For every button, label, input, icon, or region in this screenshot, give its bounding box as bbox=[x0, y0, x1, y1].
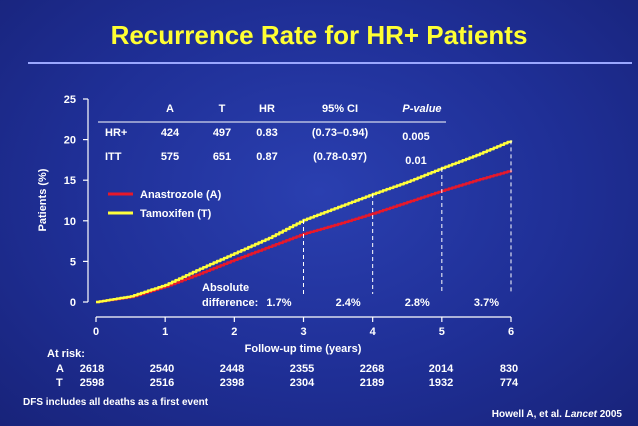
table-cell-ci: (0.78-0.97) bbox=[313, 151, 367, 163]
x-tick-label: 0 bbox=[93, 326, 99, 338]
y-tick-label: 25 bbox=[64, 94, 76, 106]
table-header: P-value bbox=[402, 103, 441, 115]
absolute-difference-label-line2: difference: bbox=[202, 297, 258, 309]
x-tick-label: 3 bbox=[300, 326, 306, 338]
x-axis-title: Follow-up time (years) bbox=[245, 343, 362, 355]
table-cell-hr: 0.83 bbox=[256, 127, 277, 139]
y-tick-label: 10 bbox=[64, 216, 76, 228]
difference-value: 1.7% bbox=[266, 297, 291, 309]
x-tick-label: 2 bbox=[231, 326, 237, 338]
table-header: HR bbox=[259, 103, 275, 115]
y-tick-label: 5 bbox=[70, 256, 76, 268]
y-tick-label: 0 bbox=[70, 297, 76, 309]
table-cell-a: 575 bbox=[161, 151, 179, 163]
absolute-difference-label-line1: Absolute bbox=[202, 282, 249, 294]
at-risk-value: 2540 bbox=[150, 363, 174, 375]
legend-label-anastrozole: Anastrozole (A) bbox=[140, 189, 222, 201]
y-tick-label: 15 bbox=[64, 175, 76, 187]
table-cell-p: 0.01 bbox=[405, 155, 426, 167]
at-risk-value: 2398 bbox=[220, 377, 244, 389]
y-axis-title: Patients (%) bbox=[37, 168, 49, 231]
at-risk-value: 2268 bbox=[360, 363, 384, 375]
citation-year: 2005 bbox=[597, 409, 622, 420]
at-risk-arm: T bbox=[56, 377, 63, 389]
table-cell-ci: (0.73–0.94) bbox=[312, 127, 369, 139]
x-tick-label: 6 bbox=[508, 326, 514, 338]
x-tick-label: 1 bbox=[162, 326, 168, 338]
table-row-label: ITT bbox=[105, 151, 122, 163]
x-tick-label: 5 bbox=[439, 326, 445, 338]
at-risk-value: 2448 bbox=[220, 363, 244, 375]
y-tick-label: 20 bbox=[64, 135, 76, 147]
citation: Howell A, et al. Lancet 2005 bbox=[492, 409, 623, 420]
table-cell-hr: 0.87 bbox=[256, 151, 277, 163]
table-cell-a: 424 bbox=[161, 127, 180, 139]
footnote: DFS includes all deaths as a first event bbox=[23, 397, 209, 408]
at-risk-value: 2189 bbox=[360, 377, 384, 389]
at-risk-value: 830 bbox=[500, 363, 518, 375]
slide-title: Recurrence Rate for HR+ Patients bbox=[110, 20, 528, 50]
at-risk-value: 2304 bbox=[290, 377, 315, 389]
x-tick-label: 4 bbox=[370, 326, 377, 338]
table-header: T bbox=[219, 103, 226, 115]
at-risk-arm: A bbox=[56, 363, 64, 375]
at-risk-value: 1932 bbox=[429, 377, 453, 389]
at-risk-value: 2516 bbox=[150, 377, 174, 389]
at-risk-label: At risk: bbox=[47, 348, 85, 360]
table-cell-t: 497 bbox=[213, 127, 231, 139]
table-header: A bbox=[166, 103, 174, 115]
legend-label-tamoxifen: Tamoxifen (T) bbox=[140, 208, 212, 220]
table-header: 95% CI bbox=[322, 103, 358, 115]
title-divider bbox=[28, 62, 632, 64]
difference-value: 2.8% bbox=[405, 297, 430, 309]
difference-value: 2.4% bbox=[336, 297, 361, 309]
at-risk-value: 2598 bbox=[80, 377, 104, 389]
table-cell-p: 0.005 bbox=[402, 131, 430, 143]
at-risk-value: 2355 bbox=[290, 363, 314, 375]
citation-authors: Howell A, et al. bbox=[492, 409, 565, 420]
difference-value: 3.7% bbox=[474, 297, 499, 309]
citation-journal: Lancet bbox=[565, 409, 598, 420]
table-cell-t: 651 bbox=[213, 151, 231, 163]
at-risk-value: 2618 bbox=[80, 363, 104, 375]
at-risk-value: 774 bbox=[500, 377, 519, 389]
table-row-label: HR+ bbox=[105, 127, 127, 139]
at-risk-value: 2014 bbox=[429, 363, 454, 375]
